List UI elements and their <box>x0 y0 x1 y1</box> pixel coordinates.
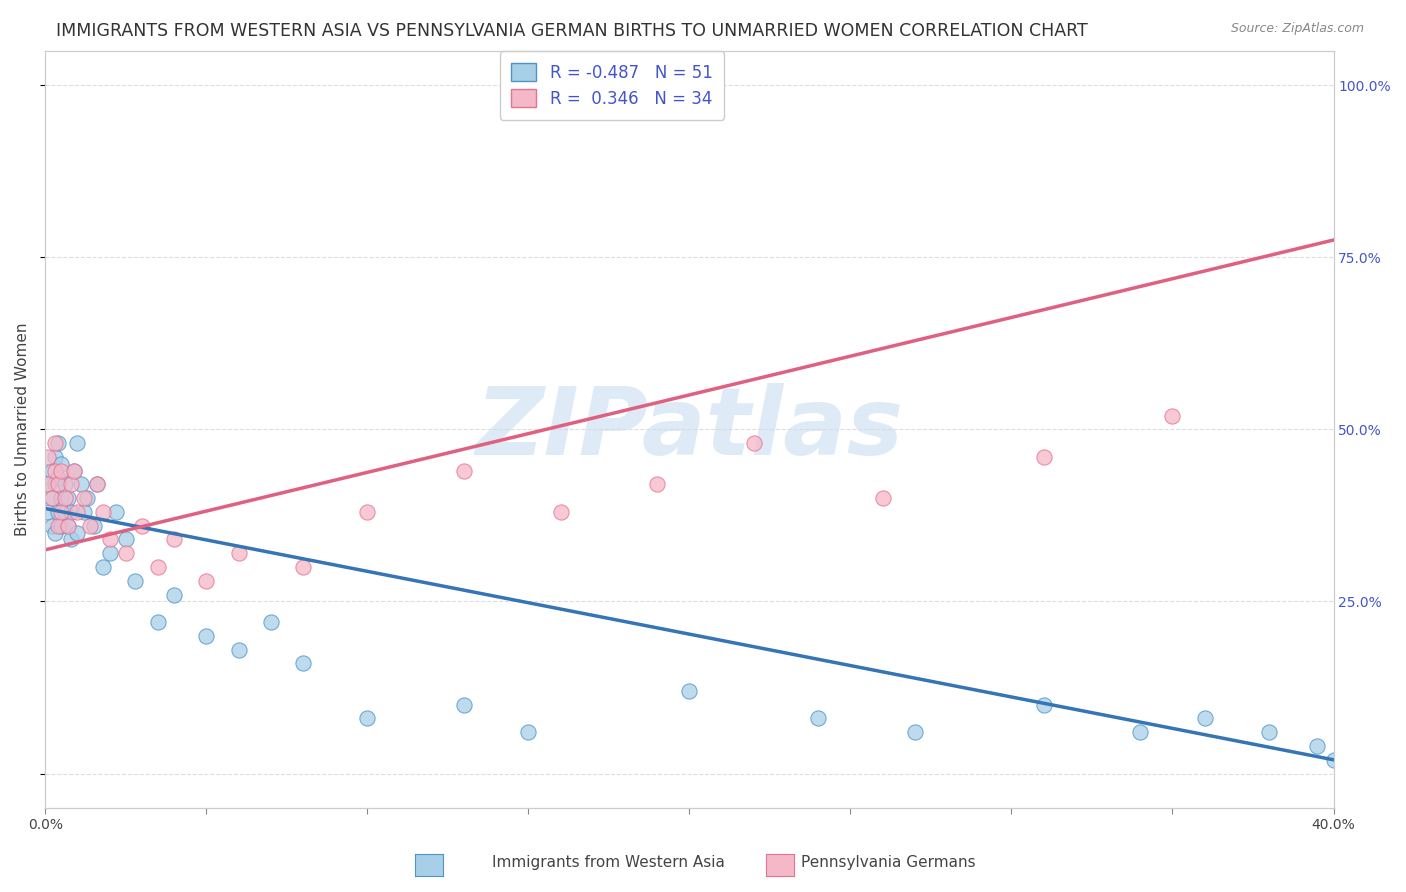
Point <box>645 477 668 491</box>
Point <box>51 505 73 519</box>
Point <box>517 725 540 739</box>
Point <box>1194 711 1216 725</box>
Point <box>98 546 121 560</box>
Point <box>453 464 475 478</box>
Point <box>44 450 66 464</box>
Point <box>56 491 79 505</box>
Text: IMMIGRANTS FROM WESTERN ASIA VS PENNSYLVANIA GERMAN BIRTHS TO UNMARRIED WOMEN CO: IMMIGRANTS FROM WESTERN ASIA VS PENNSYLV… <box>56 22 1088 40</box>
Point <box>44 436 66 450</box>
Point <box>163 588 186 602</box>
Point <box>1032 698 1054 712</box>
Point <box>37 450 59 464</box>
Point <box>73 491 96 505</box>
Point <box>41 491 63 505</box>
Point <box>56 518 79 533</box>
Point <box>872 491 894 505</box>
Point <box>44 525 66 540</box>
Point <box>131 518 153 533</box>
Point <box>291 657 314 671</box>
Point <box>550 505 572 519</box>
Point <box>60 477 83 491</box>
Point <box>228 642 250 657</box>
Point <box>807 711 830 725</box>
Point <box>53 491 76 505</box>
Point <box>1258 725 1281 739</box>
Point <box>46 518 69 533</box>
Point <box>86 477 108 491</box>
Point <box>60 533 83 547</box>
Point <box>1129 725 1152 739</box>
Point <box>91 560 114 574</box>
Point <box>1032 450 1054 464</box>
Point <box>53 505 76 519</box>
Point <box>1306 739 1329 753</box>
Point <box>260 615 283 629</box>
Point <box>291 560 314 574</box>
Point <box>86 477 108 491</box>
Point <box>98 533 121 547</box>
Point <box>678 684 700 698</box>
Point <box>69 477 91 491</box>
Point <box>56 518 79 533</box>
Point <box>46 477 69 491</box>
Point <box>105 505 128 519</box>
Point <box>66 436 89 450</box>
Point <box>44 477 66 491</box>
Point <box>51 464 73 478</box>
Point <box>1161 409 1184 423</box>
Point <box>51 491 73 505</box>
Point <box>51 518 73 533</box>
Point <box>146 615 169 629</box>
Point <box>114 546 136 560</box>
Point <box>904 725 927 739</box>
Text: Pennsylvania Germans: Pennsylvania Germans <box>801 855 976 870</box>
Point <box>356 711 378 725</box>
Point <box>83 518 105 533</box>
Point <box>44 464 66 478</box>
Point <box>41 491 63 505</box>
Point <box>41 464 63 478</box>
Point <box>124 574 146 588</box>
Legend: R = -0.487   N = 51, R =  0.346   N = 34: R = -0.487 N = 51, R = 0.346 N = 34 <box>499 52 724 120</box>
Point <box>46 436 69 450</box>
Point <box>195 629 218 643</box>
Point <box>37 477 59 491</box>
Point <box>41 518 63 533</box>
Point <box>51 457 73 471</box>
Point <box>79 518 101 533</box>
Point <box>73 505 96 519</box>
Text: Immigrants from Western Asia: Immigrants from Western Asia <box>492 855 725 870</box>
Point <box>63 464 86 478</box>
Point <box>53 477 76 491</box>
Point <box>1322 753 1344 767</box>
Point <box>76 491 98 505</box>
Point <box>228 546 250 560</box>
Point <box>46 470 69 484</box>
Point <box>37 505 59 519</box>
Point <box>742 436 765 450</box>
Point <box>66 505 89 519</box>
Point <box>114 533 136 547</box>
Point <box>163 533 186 547</box>
Point <box>63 464 86 478</box>
Point <box>195 574 218 588</box>
Point <box>37 477 59 491</box>
Point <box>91 505 114 519</box>
Point <box>453 698 475 712</box>
Point <box>66 525 89 540</box>
Text: ZIPatlas: ZIPatlas <box>475 384 904 475</box>
Point <box>60 505 83 519</box>
Y-axis label: Births to Unmarried Women: Births to Unmarried Women <box>15 323 30 536</box>
Point <box>46 505 69 519</box>
Point <box>356 505 378 519</box>
Text: Source: ZipAtlas.com: Source: ZipAtlas.com <box>1230 22 1364 36</box>
Point <box>146 560 169 574</box>
